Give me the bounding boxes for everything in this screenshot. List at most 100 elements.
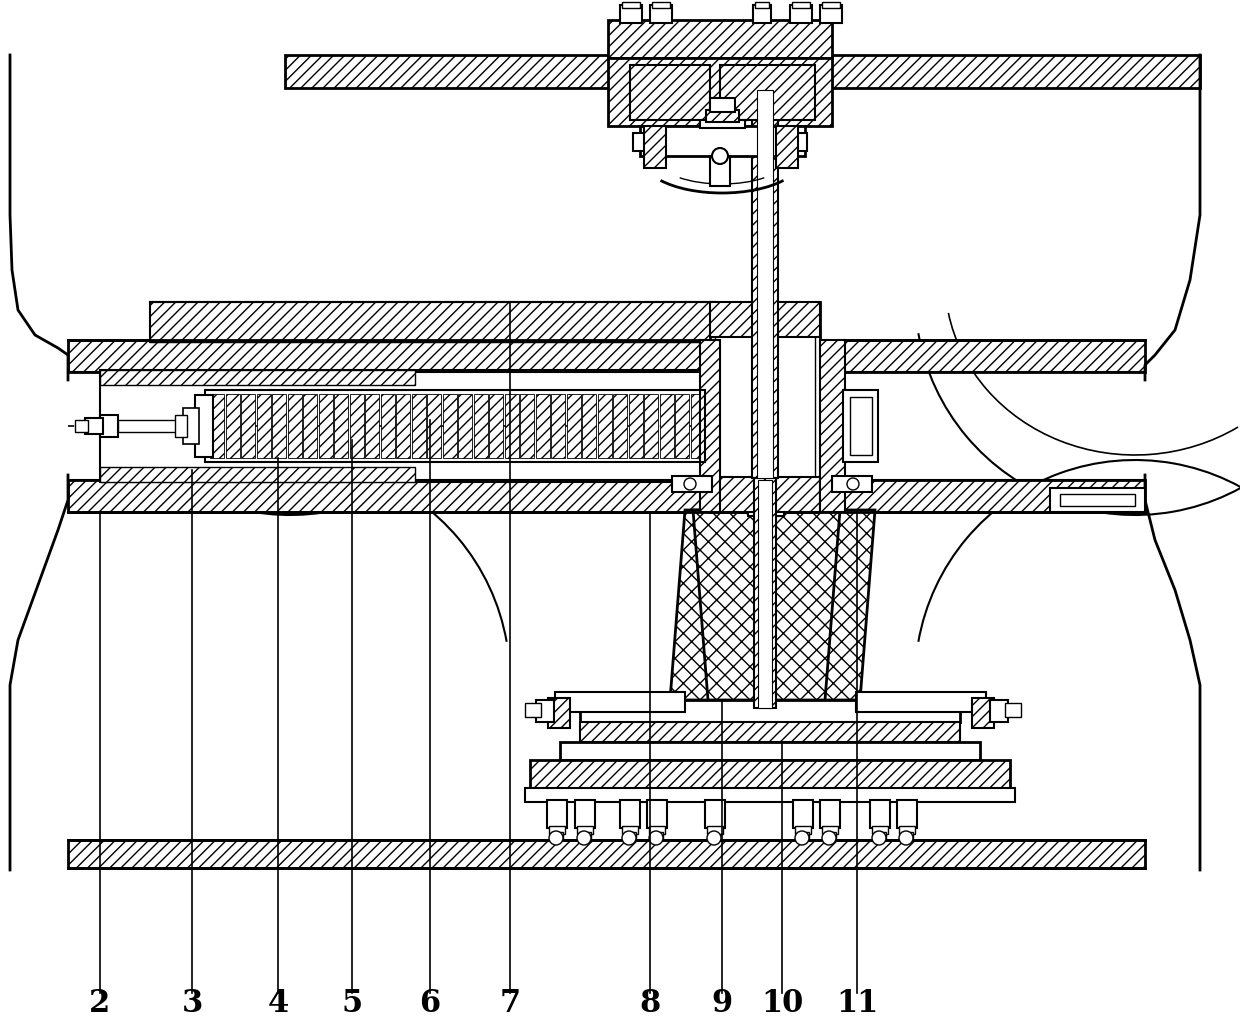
Bar (711, 302, 820, 337)
Bar (899, 826, 915, 834)
Circle shape (822, 831, 836, 845)
Bar (622, 2, 640, 8)
Bar (580, 722, 960, 742)
Bar (715, 307, 815, 507)
Bar (68, 480, 1145, 512)
Bar (707, 826, 723, 834)
Bar (990, 700, 1008, 722)
Bar (790, 5, 812, 23)
Bar (632, 133, 653, 151)
Polygon shape (303, 394, 317, 458)
Bar (706, 109, 739, 122)
Text: 3: 3 (181, 988, 202, 1019)
Polygon shape (334, 394, 348, 458)
Polygon shape (670, 510, 875, 700)
Circle shape (577, 831, 591, 845)
Bar (820, 340, 844, 512)
Bar (525, 703, 541, 717)
Polygon shape (691, 394, 704, 458)
Bar (870, 800, 890, 828)
Bar (608, 20, 832, 58)
Text: 6: 6 (419, 988, 440, 1019)
Polygon shape (458, 394, 472, 458)
Circle shape (707, 831, 720, 845)
Bar (118, 420, 179, 432)
Bar (549, 826, 565, 834)
Bar (748, 478, 784, 516)
Circle shape (847, 478, 859, 490)
Circle shape (622, 831, 636, 845)
Bar (624, 832, 636, 840)
Bar (547, 800, 567, 828)
Polygon shape (241, 394, 255, 458)
Bar (795, 826, 811, 834)
Bar (820, 800, 839, 828)
Bar (652, 2, 670, 8)
Polygon shape (427, 394, 441, 458)
Bar (647, 800, 667, 828)
Bar (849, 397, 872, 455)
Bar (525, 788, 1016, 802)
Polygon shape (272, 394, 286, 458)
Polygon shape (551, 394, 565, 458)
Bar (751, 88, 777, 478)
Polygon shape (660, 394, 673, 458)
Bar (536, 700, 554, 722)
Circle shape (649, 831, 663, 845)
Polygon shape (474, 394, 487, 458)
Polygon shape (675, 394, 689, 458)
Bar (175, 415, 187, 437)
Polygon shape (582, 394, 596, 458)
Bar (651, 832, 663, 840)
Bar (755, 2, 769, 8)
Polygon shape (644, 394, 658, 458)
Bar (195, 395, 213, 457)
Bar (575, 800, 595, 828)
Bar (758, 480, 773, 708)
Bar (622, 826, 639, 834)
Bar (644, 126, 666, 168)
Bar (701, 340, 720, 512)
Text: 11: 11 (836, 988, 878, 1019)
Bar (792, 2, 810, 8)
Bar (150, 302, 715, 342)
Bar (68, 840, 1145, 868)
Bar (901, 832, 913, 840)
Bar (843, 390, 878, 462)
Text: 5: 5 (341, 988, 362, 1019)
Bar (630, 65, 711, 120)
Bar (100, 370, 730, 482)
Circle shape (872, 831, 887, 845)
Bar (787, 133, 807, 151)
Circle shape (899, 831, 913, 845)
Bar (825, 832, 836, 840)
Bar (548, 698, 570, 728)
Bar (100, 370, 415, 385)
Bar (620, 800, 640, 828)
Circle shape (795, 831, 808, 845)
Circle shape (684, 478, 696, 490)
Polygon shape (381, 394, 394, 458)
Polygon shape (396, 394, 410, 458)
Polygon shape (443, 394, 456, 458)
Text: 8: 8 (640, 988, 661, 1019)
Bar (822, 826, 838, 834)
Bar (972, 698, 994, 728)
Bar (872, 826, 888, 834)
Text: 9: 9 (712, 988, 733, 1019)
Circle shape (549, 831, 563, 845)
Bar (580, 700, 960, 722)
Bar (560, 742, 980, 760)
Polygon shape (210, 394, 224, 458)
Bar (579, 832, 591, 840)
Polygon shape (505, 394, 518, 458)
Bar (640, 126, 805, 156)
Polygon shape (288, 394, 301, 458)
Bar (620, 5, 642, 23)
Bar (100, 467, 415, 482)
Polygon shape (412, 394, 425, 458)
Bar (1050, 488, 1145, 512)
Text: 10: 10 (761, 988, 804, 1019)
Bar (551, 832, 563, 840)
Bar (650, 5, 672, 23)
